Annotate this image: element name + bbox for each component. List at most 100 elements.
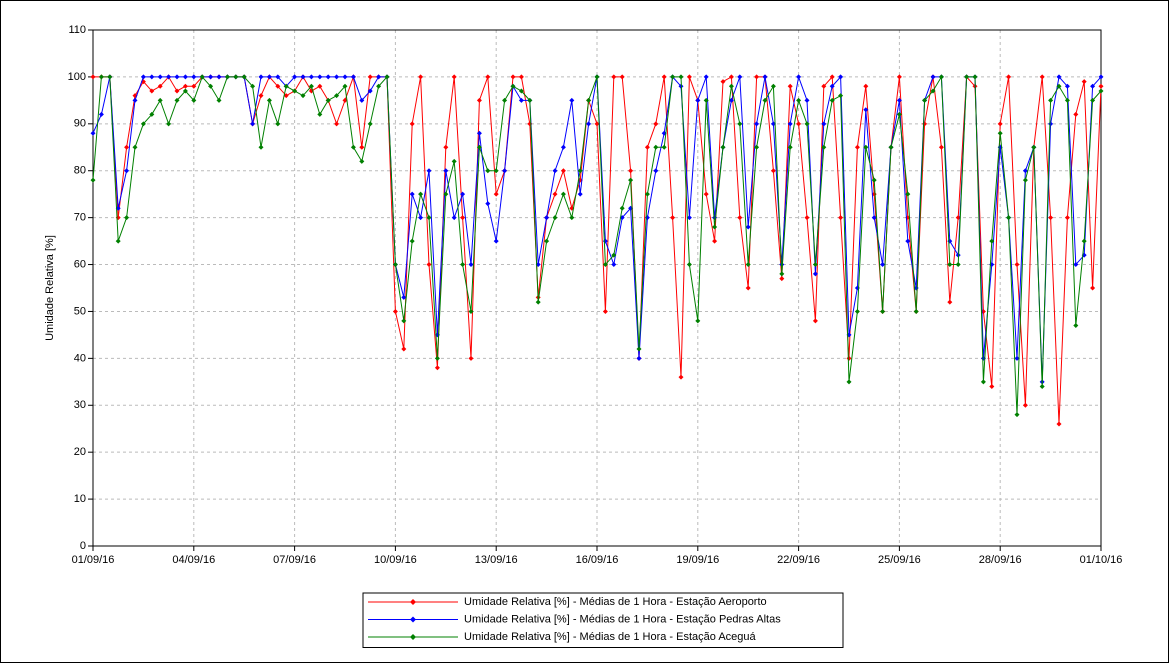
point (737, 121, 743, 127)
x-tick-label: 25/09/16 (878, 554, 921, 566)
point (938, 144, 944, 150)
point (754, 121, 760, 127)
point (989, 238, 995, 244)
point (258, 144, 264, 150)
legend-label: Umidade Relativa [%] - Médias de 1 Hora … (464, 596, 767, 608)
point (1006, 74, 1012, 80)
point (392, 308, 398, 314)
point (1022, 402, 1028, 408)
x-tick-label: 16/09/16 (576, 554, 619, 566)
point (250, 121, 256, 127)
point (544, 215, 550, 221)
y-axis-label: Umidade Relativa [%] (44, 235, 56, 341)
point (686, 215, 692, 221)
point (443, 144, 449, 150)
point (518, 97, 524, 103)
point (451, 74, 457, 80)
point (804, 215, 810, 221)
point (460, 191, 466, 197)
point (1073, 262, 1079, 268)
point (157, 97, 163, 103)
point (930, 88, 936, 94)
point (628, 168, 634, 174)
point (636, 346, 642, 352)
point (846, 355, 852, 361)
point (182, 88, 188, 94)
point (283, 93, 289, 99)
point (896, 97, 902, 103)
point (1006, 215, 1012, 221)
point (686, 262, 692, 268)
point (829, 83, 835, 89)
point (796, 97, 802, 103)
point (695, 318, 701, 324)
x-tick-label: 13/09/16 (475, 554, 518, 566)
point (594, 74, 600, 80)
point (443, 191, 449, 197)
point (166, 121, 172, 127)
point (199, 74, 205, 80)
point (359, 158, 365, 164)
point (863, 107, 869, 113)
y-tick-label: 90 (74, 118, 86, 130)
point (686, 74, 692, 80)
point (510, 83, 516, 89)
point (854, 308, 860, 314)
point (905, 191, 911, 197)
point (292, 88, 298, 94)
point (787, 121, 793, 127)
point (468, 355, 474, 361)
point (418, 74, 424, 80)
y-tick-label: 10 (74, 493, 86, 505)
point (653, 168, 659, 174)
point (527, 97, 533, 103)
point (208, 74, 214, 80)
x-tick-label: 01/10/16 (1080, 554, 1123, 566)
point (678, 74, 684, 80)
point (905, 238, 911, 244)
point (779, 271, 785, 277)
point (821, 144, 827, 150)
point (300, 74, 306, 80)
point (745, 224, 751, 230)
point (451, 158, 457, 164)
point (124, 168, 130, 174)
y-tick-label: 60 (74, 258, 86, 270)
point (560, 191, 566, 197)
point (594, 121, 600, 127)
point (485, 168, 491, 174)
point (376, 83, 382, 89)
point (1064, 215, 1070, 221)
point (367, 121, 373, 127)
point (1056, 74, 1062, 80)
point (720, 144, 726, 150)
point (308, 74, 314, 80)
point (997, 121, 1003, 127)
point (552, 215, 558, 221)
point (182, 74, 188, 80)
point (754, 144, 760, 150)
point (140, 121, 146, 127)
point (157, 83, 163, 89)
point (1048, 97, 1054, 103)
point (418, 215, 424, 221)
point (208, 83, 214, 89)
point (930, 74, 936, 80)
point (502, 97, 508, 103)
point (552, 168, 558, 174)
point (191, 97, 197, 103)
point (619, 74, 625, 80)
point (712, 238, 718, 244)
point (334, 93, 340, 99)
point (149, 74, 155, 80)
point (518, 74, 524, 80)
point (728, 83, 734, 89)
point (124, 144, 130, 150)
point (703, 74, 709, 80)
y-tick-label: 0 (80, 540, 86, 552)
point (569, 215, 575, 221)
point (418, 191, 424, 197)
point (258, 74, 264, 80)
point (762, 97, 768, 103)
